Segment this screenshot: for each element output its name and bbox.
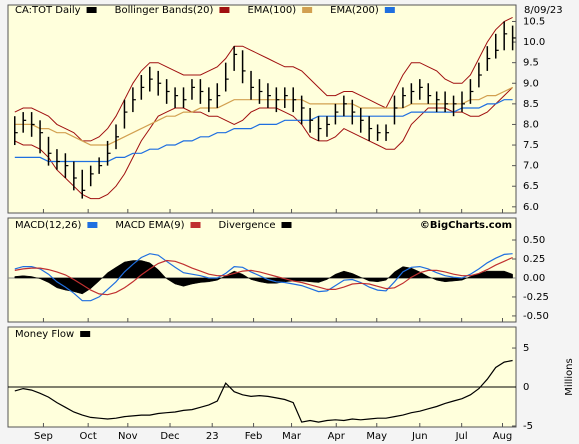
legend-swatch (281, 222, 292, 228)
x-tick-label: Aug (493, 431, 513, 442)
y-tick-label: -0.50 (523, 311, 549, 322)
legend-swatch (80, 331, 91, 337)
y-tick-label: 8.0 (523, 119, 539, 130)
x-tick-label: Feb (245, 431, 263, 442)
legend-swatch (86, 7, 97, 13)
y-tick-label: -0.25 (523, 292, 549, 303)
y-tick-label: 0.25 (523, 254, 545, 265)
x-tick-label: 23 (206, 431, 219, 442)
legend-label: Money Flow (15, 329, 74, 340)
legend-swatch (190, 222, 201, 228)
y-tick-label: 8.5 (523, 99, 539, 110)
x-tick-label: Apr (328, 431, 346, 442)
y-tick-label: 6.5 (523, 181, 539, 192)
y-tick-label: 7.5 (523, 140, 539, 151)
legend-label: EMA(200) (330, 5, 379, 16)
legend-swatch (384, 7, 395, 13)
x-tick-label: Jun (411, 431, 428, 442)
x-tick-label: Nov (118, 431, 138, 442)
ema-line (14, 86, 513, 146)
x-tick-label: Dec (160, 431, 179, 442)
macd-line (14, 253, 513, 302)
ema-line (14, 99, 513, 163)
bollinger-band (14, 16, 513, 142)
legend-label: MACD(12,26) (15, 220, 82, 231)
panel (7, 4, 517, 214)
date-label: 8/09/23 (524, 5, 563, 16)
x-tick-label: Oct (80, 431, 97, 442)
legend-swatch (219, 7, 230, 13)
macd-line (14, 256, 513, 296)
panel (7, 217, 517, 323)
legend-label: CA:TOT Daily (15, 5, 81, 16)
y-tick-label: 9.5 (523, 58, 539, 69)
legend-swatch (87, 222, 98, 228)
legend-label: MACD EMA(9) (115, 220, 184, 231)
y-tick-label: 9.0 (523, 78, 539, 89)
y-tick-label: 7.0 (523, 161, 539, 172)
panel (7, 326, 517, 428)
y-tick-label: 6.0 (523, 202, 539, 213)
y-tick-label: 0 (523, 382, 529, 393)
divergence-area (14, 260, 513, 295)
y-tick-label: 0.00 (523, 273, 545, 284)
credit: ©BigCharts.com (420, 220, 512, 231)
legend-label: Divergence (219, 220, 276, 231)
y-tick-label: 10.0 (523, 37, 545, 48)
y-tick-label: -5 (523, 421, 533, 432)
y-tick-label: 0.50 (523, 235, 545, 246)
legend-label: EMA(100) (247, 5, 296, 16)
legend-label: Bollinger Bands(20) (115, 5, 214, 16)
x-tick-label: Sep (34, 431, 53, 442)
x-tick-label: May (366, 431, 387, 442)
money-flow-line (14, 359, 513, 423)
y-axis-label: Millions (564, 358, 575, 395)
bollinger-band (14, 87, 513, 200)
y-tick-label: 5 (523, 343, 529, 354)
x-tick-label: Mar (282, 431, 302, 442)
legend-swatch (302, 7, 313, 13)
x-tick-label: Jul (455, 431, 468, 442)
y-tick-label: 10.5 (523, 16, 545, 27)
